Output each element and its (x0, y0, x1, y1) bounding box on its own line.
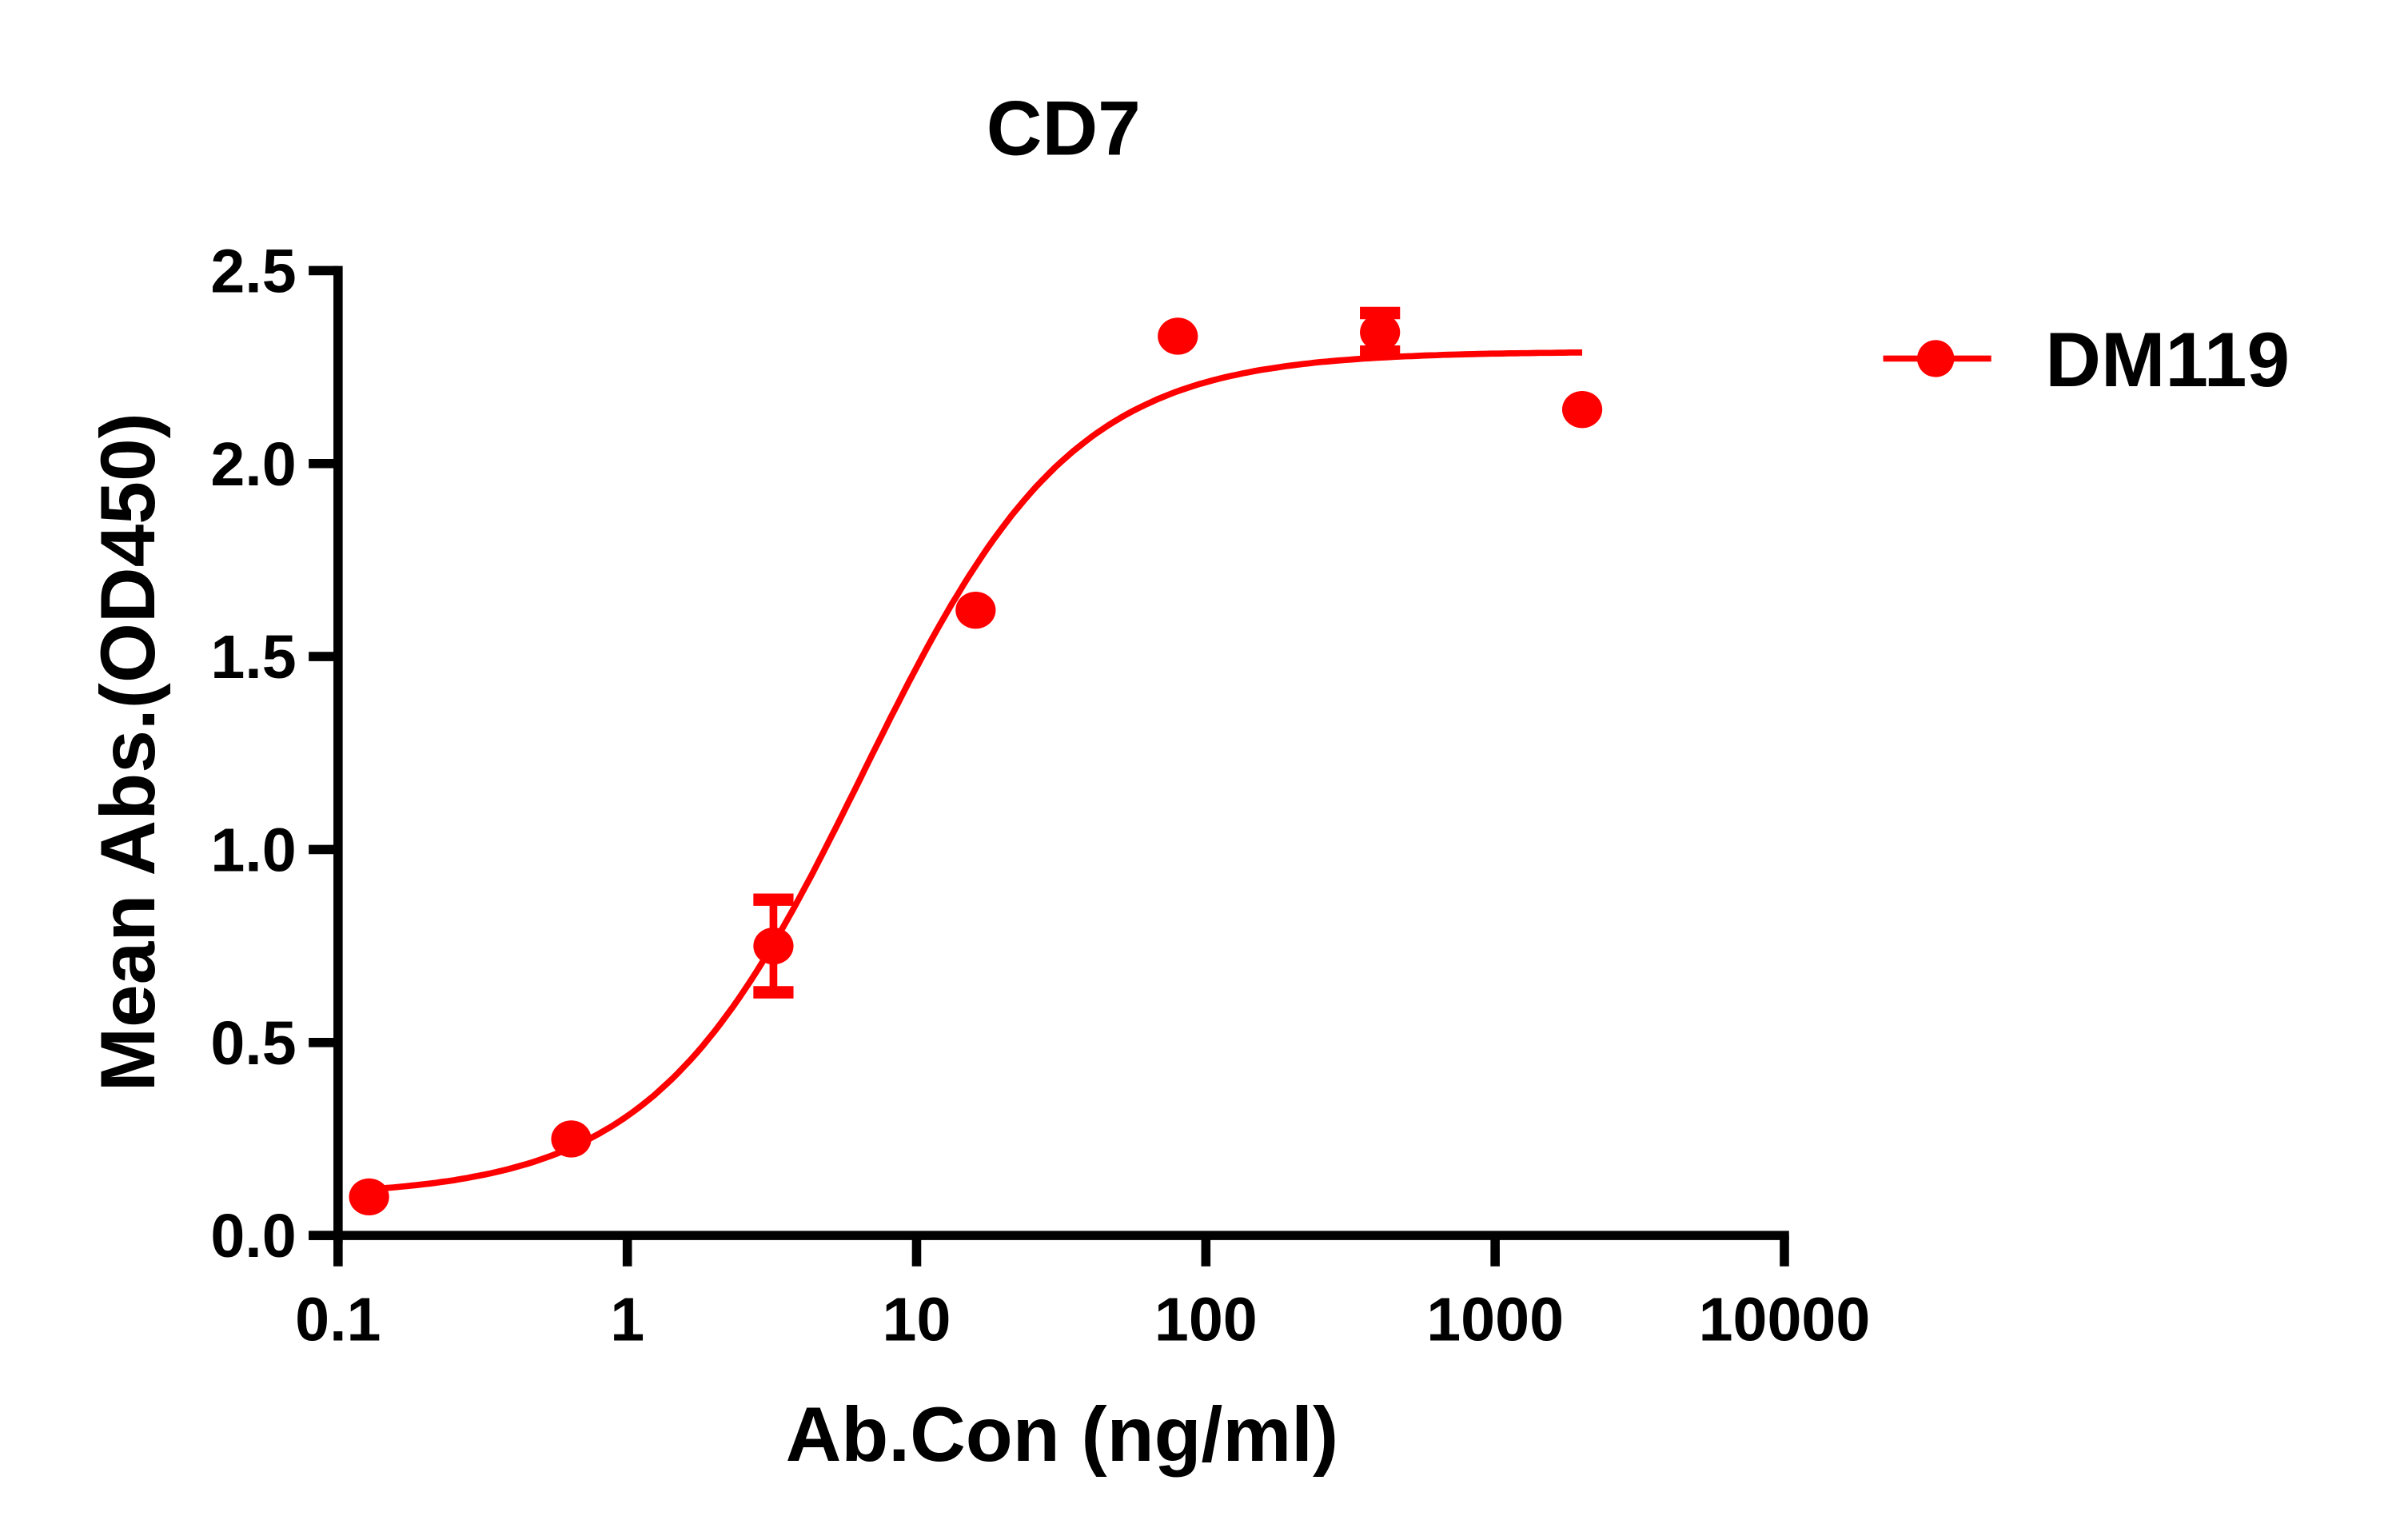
y-tick-label: 2.5 (210, 237, 296, 305)
y-axis-label: Mean Abs.(OD450) (86, 413, 171, 1091)
data-point (1561, 390, 1603, 429)
y-tick-label: 0.0 (210, 1202, 296, 1271)
x-axis-label: Ab.Con (ng/ml) (786, 1392, 1339, 1478)
data-point (1360, 313, 1401, 351)
legend-label: DM119 (2045, 317, 2290, 403)
data-point (955, 591, 996, 629)
y-tick-label: 1.0 (210, 816, 296, 884)
y-tick-label: 1.5 (210, 623, 296, 692)
x-tick-label: 1 (610, 1285, 644, 1354)
legend-marker (1917, 340, 1955, 377)
x-tick-label: 10000 (1699, 1285, 1871, 1354)
data-point (1158, 317, 1198, 355)
legend: DM119 (1883, 317, 2290, 403)
chart-title: CD7 (987, 86, 1141, 172)
x-tick-label: 1000 (1426, 1285, 1564, 1354)
axes (309, 265, 1789, 1243)
x-tick-label: 100 (1154, 1285, 1258, 1354)
x-tick-label: 0.1 (295, 1285, 381, 1354)
y-tick-label: 2.0 (210, 430, 296, 499)
y-tick-label: 0.5 (210, 1009, 296, 1078)
fit-curve (369, 349, 1583, 1193)
data-point (349, 1178, 389, 1216)
x-tick-label: 10 (883, 1285, 951, 1354)
data-point (551, 1120, 592, 1158)
data-point (753, 927, 794, 965)
